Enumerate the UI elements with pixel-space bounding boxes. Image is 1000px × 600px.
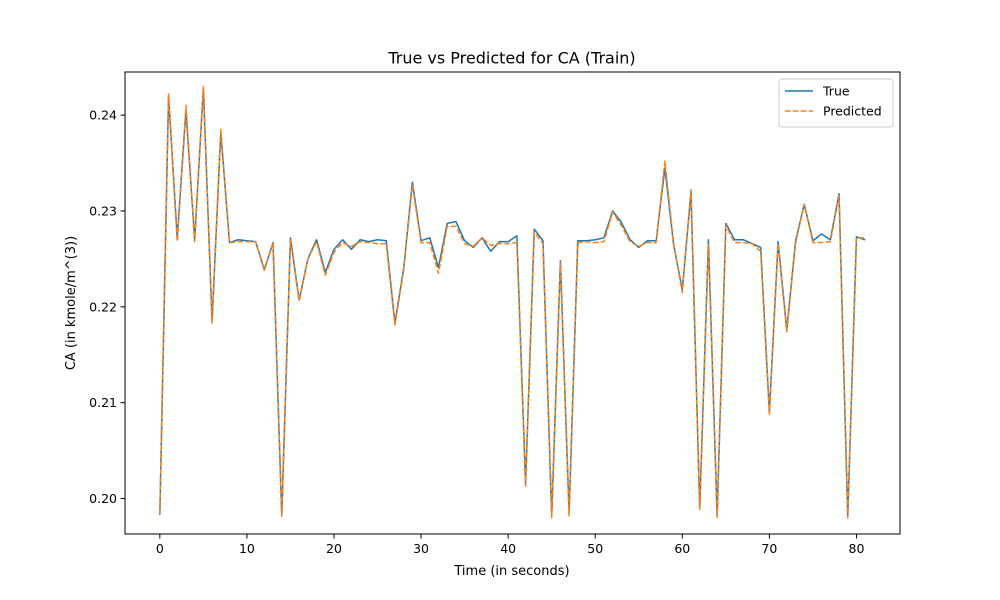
x-tick-label: 50: [587, 541, 603, 556]
x-tick-label: 0: [156, 541, 164, 556]
legend-label-predicted: Predicted: [823, 104, 882, 119]
plot-area: [159, 85, 866, 519]
x-tick-label: 30: [413, 541, 429, 556]
y-axis: 0.20 0.21 0.22 0.23 0.24: [89, 108, 125, 506]
x-tick-label: 70: [761, 541, 777, 556]
y-axis-label: CA (in kmole/m^(3)): [64, 236, 79, 370]
series-line-true: [159, 87, 866, 517]
plot-frame: [124, 71, 901, 535]
chart-title: True vs Predicted for CA (Train): [387, 49, 635, 68]
legend-label-true: True: [822, 84, 850, 99]
x-tick-label: 80: [849, 541, 865, 556]
series-line-predicted: [159, 85, 866, 519]
x-tick-label: 40: [500, 541, 516, 556]
y-tick-label: 0.22: [89, 299, 117, 314]
x-tick-label: 10: [239, 541, 255, 556]
x-axis: 0 10 20 30 40 50 60 70 80: [156, 534, 865, 556]
x-tick-label: 20: [326, 541, 342, 556]
y-tick-label: 0.23: [89, 203, 117, 218]
y-tick-label: 0.24: [89, 108, 117, 123]
x-tick-label: 60: [674, 541, 690, 556]
x-axis-label: Time (in seconds): [453, 564, 569, 579]
legend: True Predicted: [778, 78, 894, 128]
y-tick-label: 0.21: [89, 395, 117, 410]
y-tick-label: 0.20: [89, 491, 117, 506]
